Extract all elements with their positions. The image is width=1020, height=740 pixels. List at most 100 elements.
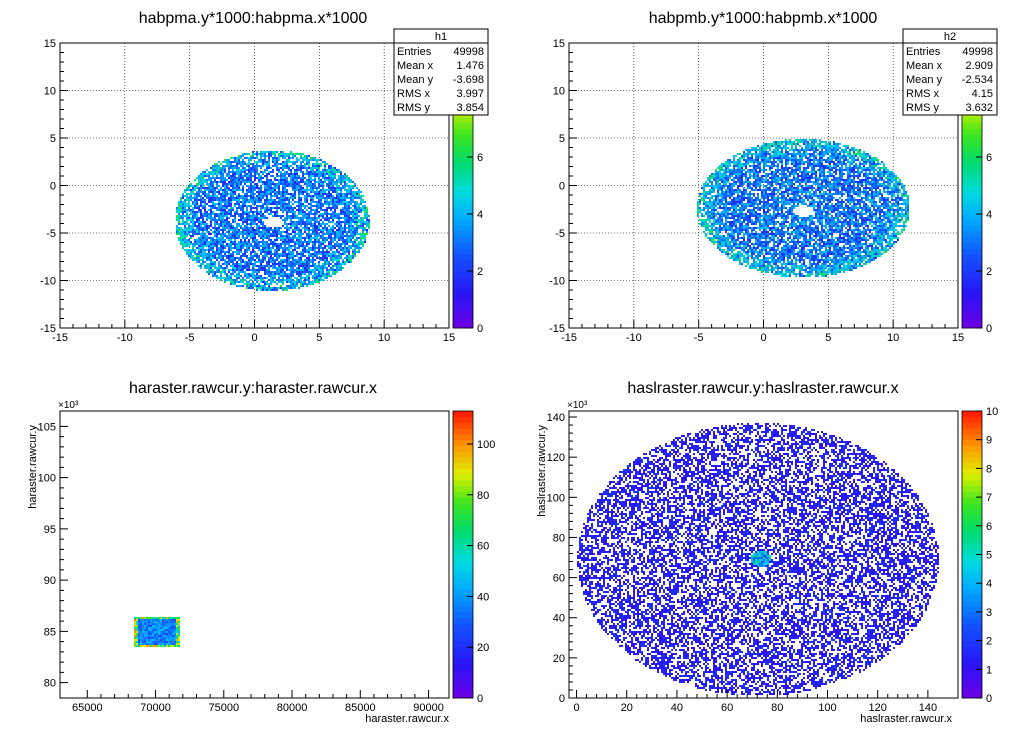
heatmap-cell <box>198 251 200 253</box>
heatmap-cell <box>366 211 368 213</box>
heatmap-cell <box>346 247 348 249</box>
heatmap-cell <box>240 225 242 227</box>
heatmap-cell <box>274 231 276 233</box>
heatmap-cell <box>268 201 270 203</box>
heatmap-cell <box>250 221 252 223</box>
heatmap-cell <box>268 155 270 157</box>
heatmap-cell <box>324 257 326 259</box>
heatmap-cell <box>250 191 252 193</box>
heatmap-cell <box>304 227 306 229</box>
heatmap-cell <box>292 235 294 237</box>
heatmap-cell <box>356 233 358 235</box>
heatmap-cell <box>290 221 292 223</box>
heatmap-cell <box>288 197 290 199</box>
heatmap-cell <box>292 281 294 283</box>
heatmap-cell <box>222 257 224 259</box>
heatmap-cell <box>240 239 242 241</box>
heatmap-cell <box>356 201 358 203</box>
heatmap-cell <box>188 197 190 199</box>
heatmap-cell <box>232 227 234 229</box>
heatmap-cell <box>342 239 344 241</box>
heatmap-cell <box>294 259 296 261</box>
heatmap-cell <box>300 245 302 247</box>
heatmap-cell <box>733 235 735 237</box>
heatmap-cell <box>338 197 340 199</box>
heatmap-cell <box>342 241 344 243</box>
heatmap-cell <box>284 223 286 225</box>
heatmap-cell <box>709 213 711 215</box>
heatmap-cell <box>300 193 302 195</box>
color-bar-step <box>453 271 473 278</box>
heatmap-cell <box>735 209 737 211</box>
heatmap-cell <box>240 189 242 191</box>
heatmap-cell <box>178 227 180 229</box>
heatmap-cell <box>236 181 238 183</box>
heatmap-cell <box>731 161 733 163</box>
heatmap-cell <box>240 247 242 249</box>
heatmap-cell <box>262 159 264 161</box>
heatmap-cell <box>324 179 326 181</box>
heatmap-cell <box>266 181 268 183</box>
heatmap-cell <box>232 175 234 177</box>
heatmap-cell <box>298 275 300 277</box>
heatmap-cell <box>298 287 300 289</box>
heatmap-cell <box>721 163 723 165</box>
heatmap-cell <box>332 231 334 233</box>
heatmap-cell <box>270 271 272 273</box>
heatmap-cell <box>298 193 300 195</box>
heatmap-cell <box>278 243 280 245</box>
heatmap-cell <box>224 161 226 163</box>
heatmap-cell <box>236 265 238 267</box>
heatmap-cell <box>282 163 284 165</box>
heatmap-cell <box>340 193 342 195</box>
heatmap-cell <box>252 201 254 203</box>
heatmap-cell <box>256 253 258 255</box>
heatmap-cell <box>266 189 268 191</box>
heatmap-cell <box>238 207 240 209</box>
heatmap-cell <box>234 235 236 237</box>
heatmap-cell <box>272 253 274 255</box>
heatmap-cell <box>300 225 302 227</box>
heatmap-cell <box>230 193 232 195</box>
heatmap-cell <box>727 253 729 255</box>
heatmap-cell <box>252 151 254 153</box>
heatmap-cell <box>278 197 280 199</box>
heatmap-cell <box>216 187 218 189</box>
heatmap-cell <box>731 173 733 175</box>
heatmap-cell <box>238 183 240 185</box>
heatmap-cell <box>292 155 294 157</box>
heatmap-cell <box>260 277 262 279</box>
heatmap-cell <box>350 191 352 193</box>
heatmap-cell <box>364 201 366 203</box>
heatmap-cell <box>236 197 238 199</box>
heatmap-cell <box>314 241 316 243</box>
heatmap-cell <box>727 161 729 163</box>
heatmap-cell <box>308 189 310 191</box>
heatmap-cell <box>735 213 737 215</box>
heatmap-cell <box>304 155 306 157</box>
heatmap-cell <box>216 223 218 225</box>
heatmap-cell <box>250 183 252 185</box>
heatmap-cell <box>330 165 332 167</box>
heatmap-cell <box>316 181 318 183</box>
heatmap-cell <box>350 261 352 263</box>
heatmap-cell <box>332 177 334 179</box>
heatmap-cell <box>188 203 190 205</box>
heatmap-cell <box>218 177 220 179</box>
heatmap-cell <box>278 157 280 159</box>
heatmap-cell <box>256 187 258 189</box>
heatmap-cell <box>314 177 316 179</box>
heatmap-cell <box>190 199 192 201</box>
heatmap-cell <box>304 281 306 283</box>
heatmap-cell <box>208 213 210 215</box>
heatmap-cell <box>737 153 739 155</box>
heatmap-cell <box>356 187 358 189</box>
heatmap-cell <box>264 217 266 219</box>
heatmap-cell <box>254 193 256 195</box>
heatmap-cell <box>234 173 236 175</box>
heatmap-cell <box>262 161 264 163</box>
heatmap-cell <box>324 245 326 247</box>
heatmap-cell <box>360 239 362 241</box>
heatmap-cell <box>342 221 344 223</box>
heatmap-cell <box>737 259 739 261</box>
